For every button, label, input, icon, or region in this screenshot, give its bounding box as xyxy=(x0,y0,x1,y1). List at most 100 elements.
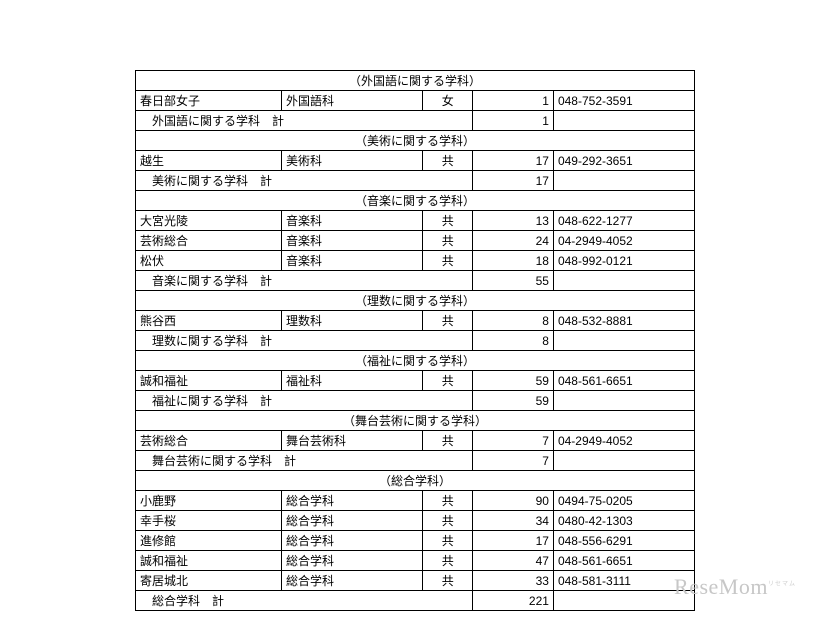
tel-cell: 048-992-0121 xyxy=(553,251,694,271)
dept-cell: 福祉科 xyxy=(282,371,423,391)
schools-table-container: （外国語に関する学科）春日部女子外国語科女1048-752-3591 外国語に関… xyxy=(135,70,695,611)
watermark-text: ReseMom xyxy=(674,574,768,599)
subtotal-empty xyxy=(553,331,694,351)
dept-cell: 総合学科 xyxy=(282,551,423,571)
section-header: （舞台芸術に関する学科） xyxy=(136,411,695,431)
table-row: 芸術総合舞台芸術科共704-2949-4052 xyxy=(136,431,695,451)
subtotal-row: 総合学科 計221 xyxy=(136,591,695,611)
dept-cell: 美術科 xyxy=(282,151,423,171)
sex-cell: 共 xyxy=(423,431,473,451)
subtotal-row: 美術に関する学科 計17 xyxy=(136,171,695,191)
section-header: （総合学科） xyxy=(136,471,695,491)
section-header: （福祉に関する学科） xyxy=(136,351,695,371)
subtotal-row: 舞台芸術に関する学科 計7 xyxy=(136,451,695,471)
dept-cell: 総合学科 xyxy=(282,571,423,591)
sex-cell: 共 xyxy=(423,311,473,331)
dept-cell: 総合学科 xyxy=(282,531,423,551)
school-cell: 大宮光陵 xyxy=(136,211,282,231)
subtotal-empty xyxy=(553,171,694,191)
subtotal-empty xyxy=(553,271,694,291)
school-cell: 芸術総合 xyxy=(136,231,282,251)
num-cell: 18 xyxy=(473,251,554,271)
num-cell: 17 xyxy=(473,151,554,171)
subtotal-num: 59 xyxy=(473,391,554,411)
tel-cell: 048-622-1277 xyxy=(553,211,694,231)
school-cell: 芸術総合 xyxy=(136,431,282,451)
sex-cell: 共 xyxy=(423,211,473,231)
subtotal-num: 1 xyxy=(473,111,554,131)
subtotal-label: 福祉に関する学科 計 xyxy=(136,391,473,411)
subtotal-label: 総合学科 計 xyxy=(136,591,473,611)
tel-cell: 04-2949-4052 xyxy=(553,431,694,451)
table-row: 春日部女子外国語科女1048-752-3591 xyxy=(136,91,695,111)
subtotal-label: 外国語に関する学科 計 xyxy=(136,111,473,131)
section-header: （理数に関する学科） xyxy=(136,291,695,311)
table-row: 幸手桜総合学科共340480-42-1303 xyxy=(136,511,695,531)
table-row: 小鹿野総合学科共900494-75-0205 xyxy=(136,491,695,511)
table-row: 松伏音楽科共18048-992-0121 xyxy=(136,251,695,271)
num-cell: 34 xyxy=(473,511,554,531)
num-cell: 24 xyxy=(473,231,554,251)
school-cell: 小鹿野 xyxy=(136,491,282,511)
subtotal-label: 美術に関する学科 計 xyxy=(136,171,473,191)
num-cell: 7 xyxy=(473,431,554,451)
subtotal-label: 舞台芸術に関する学科 計 xyxy=(136,451,473,471)
num-cell: 13 xyxy=(473,211,554,231)
num-cell: 47 xyxy=(473,551,554,571)
table-row: 芸術総合音楽科共2404-2949-4052 xyxy=(136,231,695,251)
num-cell: 59 xyxy=(473,371,554,391)
sex-cell: 共 xyxy=(423,251,473,271)
tel-cell: 0480-42-1303 xyxy=(553,511,694,531)
num-cell: 33 xyxy=(473,571,554,591)
sex-cell: 共 xyxy=(423,571,473,591)
subtotal-empty xyxy=(553,451,694,471)
tel-cell: 0494-75-0205 xyxy=(553,491,694,511)
section-header: （音楽に関する学科） xyxy=(136,191,695,211)
subtotal-row: 理数に関する学科 計8 xyxy=(136,331,695,351)
dept-cell: 舞台芸術科 xyxy=(282,431,423,451)
tel-cell: 048-532-8881 xyxy=(553,311,694,331)
subtotal-label: 理数に関する学科 計 xyxy=(136,331,473,351)
subtotal-label: 音楽に関する学科 計 xyxy=(136,271,473,291)
sex-cell: 共 xyxy=(423,511,473,531)
sex-cell: 共 xyxy=(423,531,473,551)
subtotal-row: 音楽に関する学科 計55 xyxy=(136,271,695,291)
tel-cell: 048-561-6651 xyxy=(553,551,694,571)
table-row: 誠和福祉総合学科共47048-561-6651 xyxy=(136,551,695,571)
school-cell: 春日部女子 xyxy=(136,91,282,111)
dept-cell: 音楽科 xyxy=(282,211,423,231)
num-cell: 17 xyxy=(473,531,554,551)
dept-cell: 外国語科 xyxy=(282,91,423,111)
sex-cell: 共 xyxy=(423,231,473,251)
sex-cell: 共 xyxy=(423,151,473,171)
table-row: 熊谷西理数科共8048-532-8881 xyxy=(136,311,695,331)
subtotal-num: 8 xyxy=(473,331,554,351)
tel-cell: 048-561-6651 xyxy=(553,371,694,391)
tel-cell: 048-752-3591 xyxy=(553,91,694,111)
subtotal-num: 7 xyxy=(473,451,554,471)
tel-cell: 04-2949-4052 xyxy=(553,231,694,251)
table-row: 越生美術科共17049-292-3651 xyxy=(136,151,695,171)
table-row: 大宮光陵音楽科共13048-622-1277 xyxy=(136,211,695,231)
sex-cell: 共 xyxy=(423,551,473,571)
table-row: 寄居城北総合学科共33048-581-3111 xyxy=(136,571,695,591)
school-cell: 誠和福祉 xyxy=(136,551,282,571)
school-cell: 進修館 xyxy=(136,531,282,551)
table-row: 進修館総合学科共17048-556-6291 xyxy=(136,531,695,551)
subtotal-row: 外国語に関する学科 計1 xyxy=(136,111,695,131)
school-cell: 松伏 xyxy=(136,251,282,271)
table-row: 誠和福祉福祉科共59048-561-6651 xyxy=(136,371,695,391)
sex-cell: 共 xyxy=(423,491,473,511)
num-cell: 8 xyxy=(473,311,554,331)
school-cell: 熊谷西 xyxy=(136,311,282,331)
dept-cell: 理数科 xyxy=(282,311,423,331)
section-header: （美術に関する学科） xyxy=(136,131,695,151)
dept-cell: 音楽科 xyxy=(282,231,423,251)
sex-cell: 共 xyxy=(423,371,473,391)
subtotal-num: 55 xyxy=(473,271,554,291)
dept-cell: 総合学科 xyxy=(282,511,423,531)
subtotal-row: 福祉に関する学科 計59 xyxy=(136,391,695,411)
schools-table: （外国語に関する学科）春日部女子外国語科女1048-752-3591 外国語に関… xyxy=(135,70,695,611)
school-cell: 越生 xyxy=(136,151,282,171)
tel-cell: 049-292-3651 xyxy=(553,151,694,171)
